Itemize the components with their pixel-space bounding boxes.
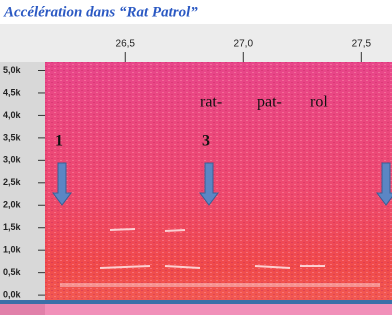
annotation: rat- — [200, 94, 222, 111]
y-tick-label: 1,5k — [3, 222, 22, 232]
y-tick-label: 4,5k — [3, 87, 22, 97]
y-tick-label: 3,5k — [3, 132, 22, 142]
y-tick-label: 5,0k — [3, 65, 22, 75]
y-tick-label: 0,0k — [3, 289, 22, 299]
y-axis-panel — [0, 62, 45, 315]
y-tick-label: 1,0k — [3, 245, 22, 255]
y-tick-label: 4,0k — [3, 110, 22, 120]
x-tick-label: 26,5 — [116, 39, 136, 50]
annotation: 1 — [55, 133, 63, 150]
x-tick-label: 27,5 — [352, 39, 372, 50]
baseline-bar — [0, 300, 392, 304]
annotation: 3 — [202, 133, 210, 150]
chart-title: Accélération dans “Rat Patrol” — [3, 4, 198, 20]
bottom-band — [0, 304, 392, 315]
annotation: rol — [310, 94, 328, 111]
y-tick-label: 0,5k — [3, 267, 22, 277]
annotation: pat- — [257, 94, 282, 111]
chart: Accélération dans “Rat Patrol” rat- pat-… — [0, 0, 392, 315]
time-ruler — [0, 24, 392, 62]
y-tick-label: 2,5k — [3, 177, 22, 187]
y-tick-label: 3,0k — [3, 155, 22, 165]
x-tick-label: 27,0 — [234, 39, 254, 50]
y-tick-label: 2,0k — [3, 200, 22, 210]
